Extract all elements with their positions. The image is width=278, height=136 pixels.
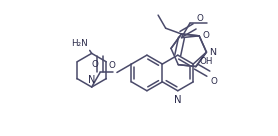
Text: O: O bbox=[202, 31, 209, 40]
Text: OH: OH bbox=[200, 57, 213, 66]
Text: N: N bbox=[88, 75, 95, 85]
Text: N: N bbox=[209, 48, 216, 57]
Text: O: O bbox=[210, 77, 217, 86]
Text: H₂N: H₂N bbox=[71, 39, 88, 48]
Text: O: O bbox=[91, 60, 98, 69]
Text: N: N bbox=[174, 95, 182, 105]
Text: O: O bbox=[108, 61, 115, 70]
Text: O: O bbox=[197, 14, 203, 23]
